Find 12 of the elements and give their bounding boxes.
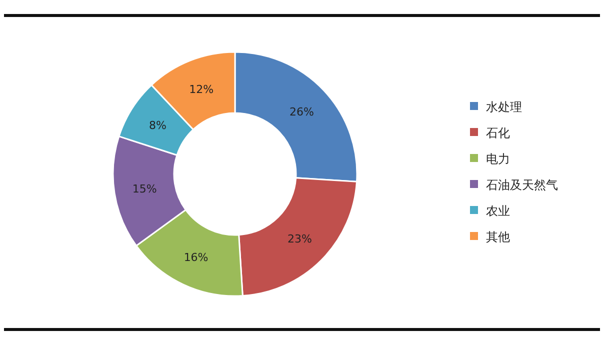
data-label: 26% [289, 105, 314, 118]
legend-label: 其他 [486, 230, 510, 244]
legend-label: 石化 [486, 126, 510, 140]
legend-label: 石油及天然气 [486, 178, 558, 192]
data-label: 23% [287, 232, 312, 246]
data-label: 15% [132, 182, 157, 196]
data-label: 16% [184, 250, 208, 264]
data-label: 12% [189, 82, 214, 96]
legend-label: 农业 [486, 204, 510, 218]
data-label: 8% [149, 118, 166, 132]
legend-label: 水处理 [486, 100, 522, 114]
legend-label: 电力 [486, 152, 510, 166]
